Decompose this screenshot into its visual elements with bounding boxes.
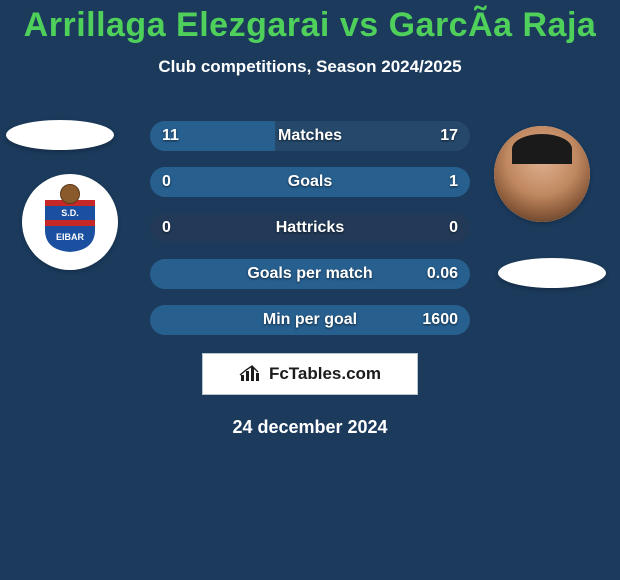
brand-suffix: Tables.com: [289, 364, 381, 383]
bar-chart-icon: [239, 365, 263, 383]
brand-badge: FcTables.com: [202, 353, 418, 395]
brand-text: FcTables.com: [269, 364, 381, 384]
stat-value-right: 0: [449, 213, 458, 243]
stat-value-right: 17: [440, 121, 458, 151]
stat-label: Hattricks: [150, 213, 470, 243]
stat-value-right: 0.06: [427, 259, 458, 289]
comparison-card: Arrillaga Elezgarai vs GarcÃ­a Raja Club…: [0, 0, 620, 580]
comparison-title: Arrillaga Elezgarai vs GarcÃ­a Raja: [0, 0, 620, 45]
player2-name: GarcÃ­a Raja: [389, 6, 597, 44]
subtitle: Club competitions, Season 2024/2025: [0, 57, 620, 77]
stat-row: 11Matches17: [150, 121, 470, 151]
stat-label: Matches: [150, 121, 470, 151]
stat-row: 0Hattricks0: [150, 213, 470, 243]
player1-name: Arrillaga Elezgarai: [24, 6, 330, 44]
generated-date: 24 december 2024: [0, 417, 620, 438]
stat-row: 0Goals1: [150, 167, 470, 197]
stat-value-right: 1600: [422, 305, 458, 335]
stat-label: Goals: [150, 167, 470, 197]
brand-prefix: Fc: [269, 364, 289, 383]
stat-label: Goals per match: [150, 259, 470, 289]
stats-list: 11Matches170Goals10Hattricks0Goals per m…: [0, 121, 620, 335]
stat-value-right: 1: [449, 167, 458, 197]
stat-row: Goals per match0.06: [150, 259, 470, 289]
stat-row: Min per goal1600: [150, 305, 470, 335]
vs-text: vs: [340, 6, 379, 44]
